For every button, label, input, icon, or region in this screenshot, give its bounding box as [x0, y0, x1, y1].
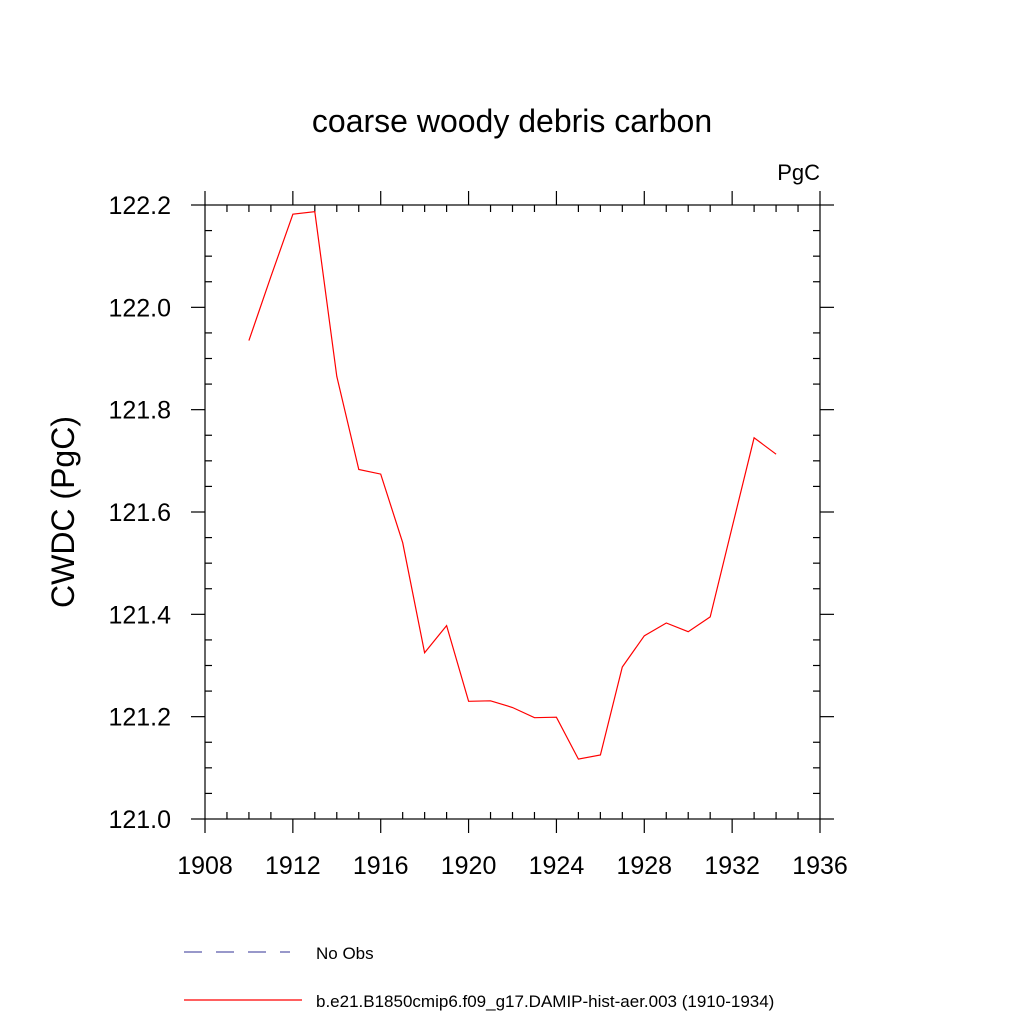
y-tick-label: 121.0 — [108, 806, 171, 834]
x-tick-label: 1916 — [353, 852, 409, 880]
x-tick-label: 1912 — [265, 852, 321, 880]
axis-ticks — [191, 191, 834, 833]
series-line — [248, 211, 777, 760]
x-tick-label: 1908 — [177, 852, 233, 880]
legend-label: No Obs — [316, 944, 374, 963]
y-tick-label: 121.4 — [108, 601, 171, 629]
y-axis-label: CWDC (PgC) — [45, 416, 81, 608]
y-tick-label: 121.2 — [108, 704, 171, 732]
legend-label: b.e21.B1850cmip6.f09_g17.DAMIP-hist-aer.… — [316, 992, 774, 1011]
y-tick-label: 121.8 — [108, 397, 171, 425]
x-tick-label: 1932 — [704, 852, 760, 880]
x-tick-label: 1928 — [616, 852, 672, 880]
units-label: PgC — [777, 160, 820, 185]
x-tick-label: 1924 — [529, 852, 585, 880]
tick-labels: 1908 1912 1916 1920 1924 1928 1932 1936 121.0 121… — [108, 192, 847, 880]
plot-frame — [204, 204, 821, 820]
x-tick-label: 1936 — [792, 852, 848, 880]
y-tick-label: 122.2 — [108, 192, 171, 220]
legend: No Obs b.e21.B1850cmip6.f09_g17.DAMIP-his… — [184, 944, 774, 1011]
data-series — [248, 211, 777, 760]
y-tick-label: 121.6 — [108, 499, 171, 527]
chart-title: coarse woody debris carbon — [312, 103, 712, 139]
y-tick-label: 122.0 — [108, 294, 171, 322]
x-tick-label: 1920 — [441, 852, 497, 880]
